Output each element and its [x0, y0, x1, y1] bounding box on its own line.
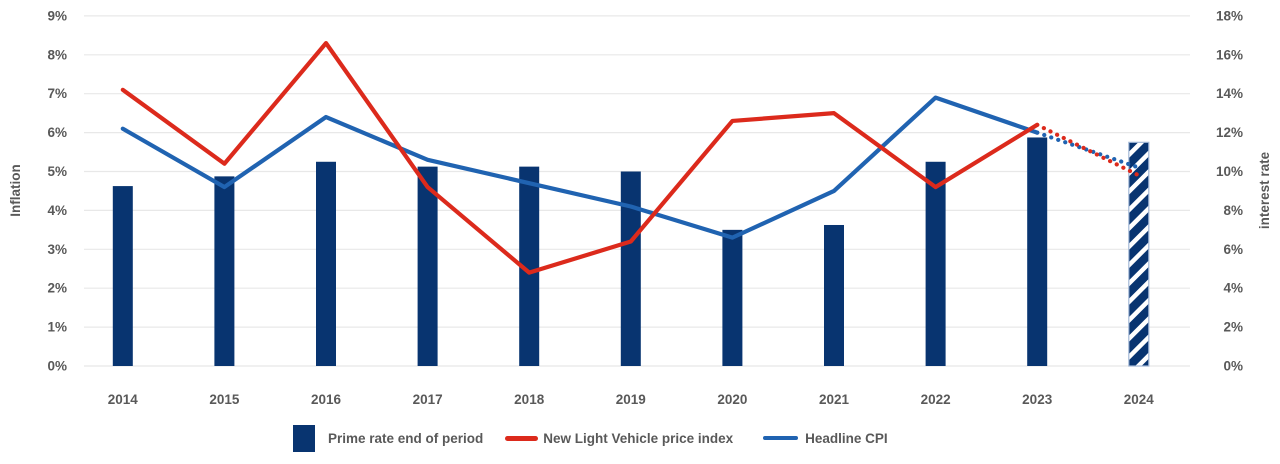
- y-tick-left-4: 4%: [47, 203, 67, 218]
- legend-label-vehicle-price-index: New Light Vehicle price index: [543, 430, 734, 446]
- x-tick-2020: 2020: [717, 392, 747, 407]
- bar-2023: [1027, 137, 1048, 366]
- y-tick-right-16: 16%: [1216, 47, 1243, 62]
- y-tick-right-0: 0%: [1223, 359, 1243, 374]
- bar-2024-forecast: [1128, 141, 1150, 367]
- bar-2021: [824, 224, 844, 366]
- x-tick-2023: 2023: [1022, 392, 1053, 407]
- y-tick-left-7: 7%: [47, 86, 67, 101]
- bar-2014: [112, 186, 133, 366]
- y-tick-right-8: 8%: [1223, 203, 1243, 218]
- bar-2022: [925, 161, 946, 366]
- x-tick-2021: 2021: [819, 392, 850, 407]
- line-headline-cpi-forecast-dotted: [1035, 130, 1141, 170]
- bar-2017: [417, 166, 438, 366]
- line-headline-cpi: [120, 95, 1040, 240]
- bar-2019: [620, 171, 641, 366]
- y-tick-right-6: 6%: [1223, 242, 1243, 257]
- x-tick-2016: 2016: [311, 392, 342, 407]
- y-tick-right-4: 4%: [1223, 281, 1243, 296]
- y-tick-left-8: 8%: [47, 47, 67, 62]
- legend-label-prime-rate: Prime rate end of period: [328, 430, 484, 446]
- bar-2020: [722, 229, 743, 366]
- y-tick-left-2: 2%: [47, 281, 67, 296]
- y-tick-left-0: 0%: [47, 359, 67, 374]
- y-tick-right-10: 10%: [1216, 164, 1243, 179]
- line-new-light-vehicle-price-index: [120, 41, 1040, 275]
- x-tick-2024: 2024: [1124, 392, 1155, 407]
- y-tick-right-18: 18%: [1216, 8, 1243, 23]
- y-tick-left-9: 9%: [47, 8, 67, 23]
- y-tick-left-5: 5%: [47, 164, 67, 179]
- legend: Prime rate end of period New Light Vehic…: [293, 424, 888, 452]
- line-new-light-vehicle-price-index-forecast-dotted: [1035, 122, 1141, 178]
- y-tick-right-12: 12%: [1216, 125, 1243, 140]
- x-tick-2015: 2015: [209, 392, 240, 407]
- legend-swatch-prime-rate: [293, 424, 315, 452]
- bar-2015: [214, 176, 235, 366]
- y-tick-left-6: 6%: [47, 125, 67, 140]
- y-tick-left-1: 1%: [47, 320, 67, 335]
- bar-2016: [316, 161, 336, 366]
- legend-swatch-headline-cpi: [763, 436, 799, 440]
- x-tick-2014: 2014: [108, 392, 139, 407]
- y-tick-right-14: 14%: [1216, 86, 1243, 101]
- x-tick-2019: 2019: [616, 392, 646, 407]
- y-tick-left-3: 3%: [47, 242, 67, 257]
- bar-2018: [519, 166, 540, 366]
- x-tick-2018: 2018: [514, 392, 545, 407]
- y-tick-right-2: 2%: [1223, 320, 1243, 335]
- legend-label-headline-cpi: Headline CPI: [805, 430, 888, 446]
- x-tick-2017: 2017: [413, 392, 443, 407]
- x-tick-2022: 2022: [921, 392, 951, 407]
- legend-swatch-vehicle-price-index: [505, 435, 539, 441]
